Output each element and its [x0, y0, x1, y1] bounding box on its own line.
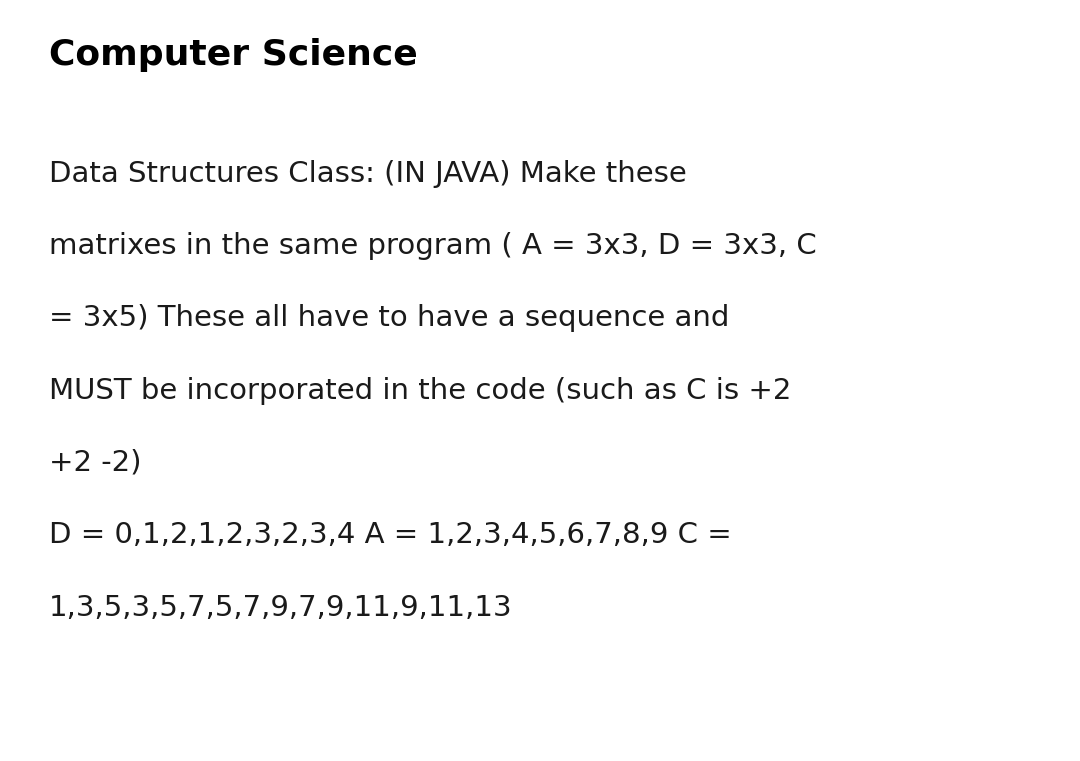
Text: Data Structures Class: (IN JAVA) Make these: Data Structures Class: (IN JAVA) Make th…	[49, 160, 687, 188]
Text: 1,3,5,3,5,7,5,7,9,7,9,11,9,11,13: 1,3,5,3,5,7,5,7,9,7,9,11,9,11,13	[49, 594, 512, 622]
Text: = 3x5) These all have to have a sequence and: = 3x5) These all have to have a sequence…	[49, 304, 729, 333]
Text: MUST be incorporated in the code (such as C is +2: MUST be incorporated in the code (such a…	[49, 377, 791, 405]
Text: D = 0,1,2,1,2,3,2,3,4 A = 1,2,3,4,5,6,7,8,9 C =: D = 0,1,2,1,2,3,2,3,4 A = 1,2,3,4,5,6,7,…	[49, 521, 731, 549]
Text: matrixes in the same program ( A = 3x3, D = 3x3, C: matrixes in the same program ( A = 3x3, …	[49, 232, 816, 260]
Text: Computer Science: Computer Science	[49, 38, 417, 72]
Text: +2 -2): +2 -2)	[49, 449, 141, 477]
